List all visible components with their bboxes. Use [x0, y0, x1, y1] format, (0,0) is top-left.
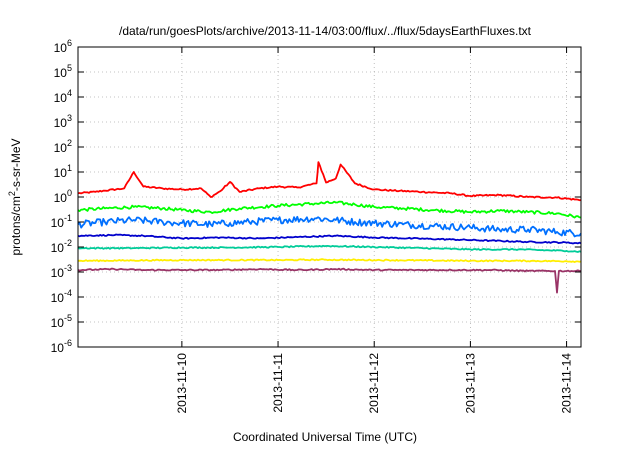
y-tick-label: 10-1: [51, 213, 72, 230]
y-tick-label: 103: [54, 113, 72, 130]
y-tick-label: 105: [54, 63, 72, 80]
series-line-3: [77, 215, 582, 238]
data-series: [77, 161, 582, 294]
y-tick-label: 10-3: [51, 263, 72, 280]
y-tick-label: 100: [54, 188, 72, 205]
y-axis-ticks: 10-6 10-5 10-4 10-3 10-2 10-1 100 101 102 103 104 1…: [51, 38, 581, 355]
series-line-2: [77, 200, 582, 219]
series-line-1: [77, 161, 582, 202]
y-tick-label: 101: [54, 163, 72, 180]
x-axis-ticks: 2013-11-10 2013-11-11 2013-11-12 2013-11-13…: [175, 47, 574, 414]
y-tick-label: 10-5: [51, 313, 72, 330]
x-tick-label: 2013-11-13: [463, 353, 477, 414]
series-line-7: [77, 267, 582, 294]
x-tick-label: 2013-11-12: [367, 353, 381, 414]
x-tick-label: 2013-11-10: [175, 353, 189, 414]
y-tick-label: 10-6: [51, 338, 72, 355]
y-tick-label: 104: [54, 88, 72, 105]
y-tick-label: 102: [54, 138, 72, 155]
y-axis-label: protons/cm2-s-sr-MeV: [7, 138, 23, 255]
x-tick-label: 2013-11-11: [271, 353, 285, 413]
y-tick-label: 106: [54, 38, 72, 55]
series-line-4: [77, 233, 582, 245]
y-tick-label: 10-2: [51, 238, 72, 255]
y-tick-label: 10-4: [51, 288, 72, 305]
x-tick-label: 2013-11-14: [560, 353, 574, 414]
series-line-6: [77, 258, 582, 264]
plot-frame: [77, 46, 582, 348]
x-axis-label: Coordinated Universal Time (UTC): [233, 430, 417, 444]
grid-lines: [78, 47, 581, 347]
series-line-5: [77, 244, 582, 253]
chart-title: /data/run/goesPlots/archive/2013-11-14/0…: [119, 24, 532, 38]
